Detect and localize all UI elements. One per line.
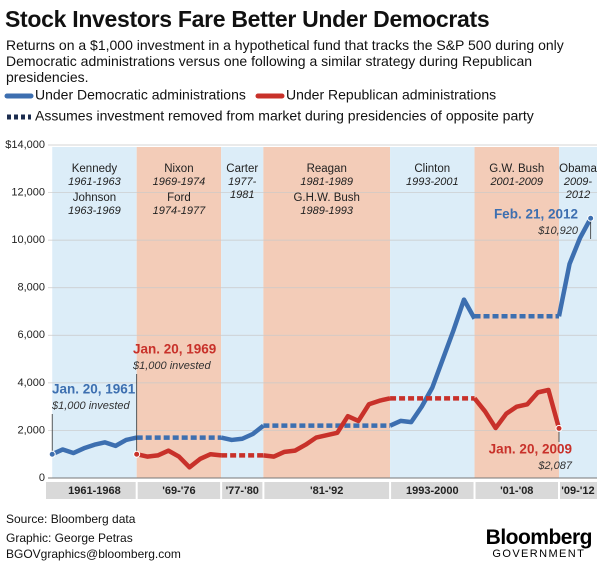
president-years: 1989-1993 (300, 205, 354, 217)
y-tick-label: 10,000 (11, 234, 45, 246)
data-line (136, 448, 222, 470)
president: Clinton 1993-2001 (390, 163, 474, 189)
president-years: 1961-1963 (68, 176, 121, 188)
period-band (52, 147, 137, 478)
legend-label: Under Democratic administrations (35, 87, 246, 103)
logo: Bloomberg GOVERNMENT (485, 526, 593, 561)
period-label: 1993-2000 (406, 485, 459, 497)
data-line (51, 435, 138, 457)
president: Obama 2009- 2012 (559, 163, 597, 202)
president-years: 1969-1974 (152, 176, 206, 188)
annotation-text: $10,920 (537, 225, 579, 237)
president-group: G.W. Bush 2001-2009 (475, 163, 559, 192)
president-group: Carter 1977- 1981 (221, 163, 263, 205)
chart-subtitle: Returns on a $1,000 investment in a hypo… (6, 37, 564, 85)
president-group: Obama 2009- 2012 (559, 163, 597, 205)
president-group: Kennedy 1961-1963 Johnson 1963-1969 (52, 163, 136, 221)
period-band (136, 147, 222, 478)
y-tick-label: 8,000 (17, 282, 45, 294)
y-tick-label: 12,000 (11, 186, 45, 198)
period-label: '77-'80 (226, 485, 259, 497)
annotation-title: Feb. 21, 2012 (494, 207, 578, 222)
annotation-point (587, 214, 595, 222)
y-tick-label: 2,000 (17, 424, 45, 436)
president-years: 1963-1969 (68, 205, 121, 217)
president-name: Clinton (414, 163, 451, 175)
president-name: Johnson (72, 192, 117, 204)
president: Nixon 1969-1974 (137, 163, 221, 189)
annotation-title: Jan. 20, 2009 (489, 442, 572, 457)
period-label: '81-'92 (310, 485, 343, 497)
y-tick-label: 6,000 (17, 329, 45, 341)
period-label: 1961-1968 (68, 485, 121, 497)
data-line (220, 423, 265, 443)
period-label: '09-'12 (561, 485, 594, 497)
president-years: 1977- 1981 (228, 176, 257, 201)
chart-title: Stock Investors Fare Better Under Democr… (5, 6, 490, 32)
logo-sub: GOVERNMENT (492, 548, 586, 560)
president: Reagan 1981-1989 (263, 163, 390, 189)
y-tick-label: 4,000 (17, 377, 45, 389)
president-years: 2009- 2012 (563, 176, 593, 201)
y-tick-label: 0 (39, 472, 45, 484)
president: Carter 1977- 1981 (221, 163, 263, 202)
source: Source: Bloomberg data (6, 512, 136, 526)
period-label: '01-'08 (500, 485, 533, 497)
data-line (389, 297, 477, 428)
president: Ford 1974-1977 (137, 192, 221, 218)
president: G.W. Bush 2001-2009 (475, 163, 559, 189)
president-name: Carter (226, 163, 259, 175)
period-band (221, 147, 264, 478)
data-line (263, 396, 391, 459)
president: Johnson 1963-1969 (52, 192, 136, 218)
annotation-text: $1,000 invested (51, 400, 131, 412)
period-band (263, 147, 391, 478)
president: G.H.W. Bush 1989-1993 (263, 192, 390, 218)
period-label: '69-'76 (162, 485, 195, 497)
credit: Graphic: George Petras (6, 531, 133, 545)
annotation-text: $1,000 invested (132, 360, 212, 372)
annotation-text: $2,087 (537, 460, 573, 472)
annotation-title: Jan. 20, 1969 (133, 342, 216, 357)
president-group: Clinton 1993-2001 (390, 163, 474, 192)
president-name: Nixon (164, 163, 194, 175)
president-group: Nixon 1969-1974 Ford 1974-1977 (137, 163, 221, 221)
logo-name: Bloomberg (485, 526, 593, 549)
y-tick-label: $14,000 (5, 139, 45, 151)
data-line (472, 387, 562, 431)
president-name: Reagan (306, 163, 347, 175)
president-group: Reagan 1981-1989 G.H.W. Bush 1989-1993 (263, 163, 390, 221)
period-band (558, 147, 597, 478)
annotation-point (48, 450, 56, 458)
president: Kennedy 1961-1963 (52, 163, 136, 189)
president-name: Kennedy (71, 163, 118, 175)
data-line (556, 217, 593, 317)
president-years: 1974-1977 (152, 205, 206, 217)
legend-label: Assumes investment removed from market d… (35, 108, 534, 124)
annotation-point (133, 450, 141, 458)
president-years: 2001-2009 (490, 176, 544, 188)
legend-label: Under Republican administrations (286, 87, 496, 103)
president-name: G.H.W. Bush (293, 192, 360, 204)
president-name: Ford (167, 192, 191, 204)
president-name: Obama (559, 163, 597, 175)
period-band (474, 147, 559, 478)
annotation-point (555, 424, 563, 432)
president-years: 1981-1989 (300, 176, 354, 188)
email: BGOVgraphics@bloomberg.com (6, 547, 181, 561)
period-strip (46, 482, 597, 499)
president-name: G.W. Bush (489, 163, 545, 175)
annotation-title: Jan. 20, 1961 (52, 382, 136, 397)
president-years: 1993-2001 (405, 176, 459, 188)
